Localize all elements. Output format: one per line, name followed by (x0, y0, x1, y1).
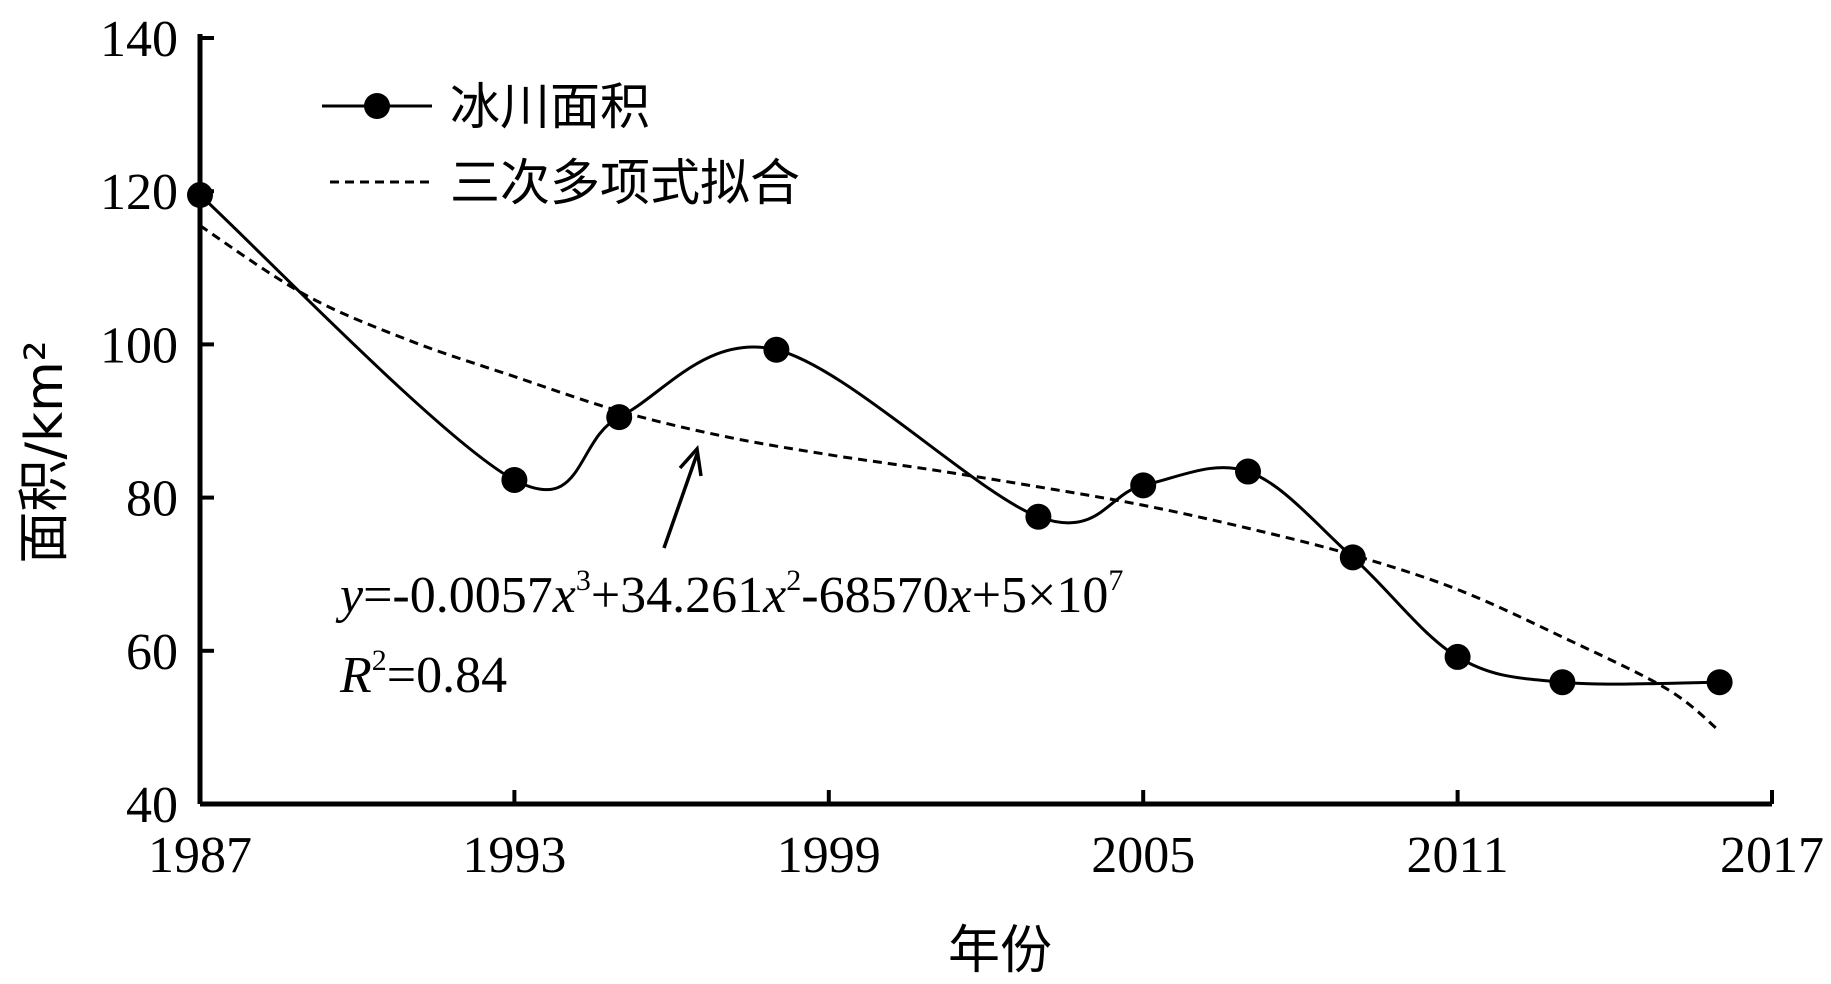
data-point-glacier-area (1130, 472, 1157, 499)
y-tick-label: 140 (100, 11, 178, 68)
x-tick-label: 1999 (777, 827, 881, 884)
fit-equation: y=-0.0057x3+34.261x2-68570x+5×107 (335, 564, 1123, 624)
data-point-glacier-area (1706, 669, 1733, 696)
y-axis-title: 面积/km² (15, 340, 75, 563)
data-point-glacier-area (1339, 544, 1366, 571)
x-tick-label: 1987 (148, 827, 252, 884)
data-point-glacier-area (1444, 643, 1471, 670)
y-tick-label: 60 (126, 624, 178, 681)
x-tick-label: 2017 (1720, 827, 1824, 884)
data-point-glacier-area (606, 404, 633, 431)
legend-marker-swatch (364, 93, 390, 119)
legend: 冰川面积 三次多项式拟合 (322, 78, 800, 212)
y-axis-ticks: 40 60 80 100 120 140 (100, 11, 214, 834)
y-tick-label: 100 (100, 317, 178, 374)
series-line-polynomial-fit (199, 224, 1721, 733)
data-point-glacier-area (1235, 458, 1261, 485)
x-axis-ticks: 1987 1993 1999 2005 2011 2017 (148, 790, 1824, 884)
data-point-glacier-area (1549, 669, 1576, 696)
x-tick-label: 1993 (462, 827, 566, 884)
x-axis-title: 年份 (948, 921, 1052, 981)
x-tick-label: 2011 (1407, 827, 1509, 884)
axes (197, 34, 1772, 807)
legend-label-series-1: 冰川面积 (450, 78, 650, 136)
data-point-glacier-area (763, 336, 790, 363)
data-point-glacier-area (501, 466, 528, 493)
y-tick-label: 40 (126, 777, 178, 834)
x-tick-label: 2005 (1091, 827, 1195, 884)
r-squared: R2=0.84 (339, 644, 507, 704)
annotation-arrow (662, 445, 703, 549)
data-point-glacier-area (187, 182, 213, 209)
series-layer (187, 182, 1733, 733)
legend-label-series-2: 三次多项式拟合 (450, 154, 800, 212)
data-point-glacier-area (1025, 503, 1052, 530)
y-tick-label: 120 (100, 164, 178, 221)
y-tick-label: 80 (126, 471, 178, 528)
